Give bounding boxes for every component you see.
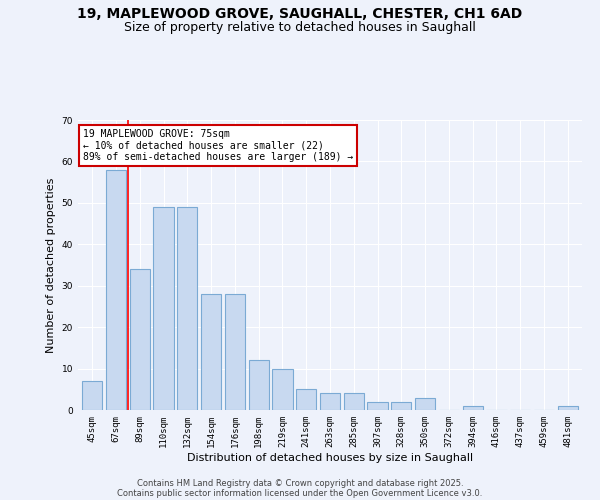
Bar: [177, 207, 197, 410]
Bar: [320, 394, 340, 410]
Text: Contains public sector information licensed under the Open Government Licence v3: Contains public sector information licen…: [118, 488, 482, 498]
Bar: [272, 368, 293, 410]
Text: 19, MAPLEWOOD GROVE, SAUGHALL, CHESTER, CH1 6AD: 19, MAPLEWOOD GROVE, SAUGHALL, CHESTER, …: [77, 8, 523, 22]
Bar: [248, 360, 269, 410]
Bar: [130, 269, 150, 410]
Bar: [415, 398, 435, 410]
Text: Contains HM Land Registry data © Crown copyright and database right 2025.: Contains HM Land Registry data © Crown c…: [137, 478, 463, 488]
Bar: [225, 294, 245, 410]
X-axis label: Distribution of detached houses by size in Saughall: Distribution of detached houses by size …: [187, 452, 473, 462]
Bar: [391, 402, 412, 410]
Text: 19 MAPLEWOOD GROVE: 75sqm
← 10% of detached houses are smaller (22)
89% of semi-: 19 MAPLEWOOD GROVE: 75sqm ← 10% of detac…: [83, 128, 353, 162]
Bar: [154, 207, 173, 410]
Bar: [344, 394, 364, 410]
Bar: [106, 170, 126, 410]
Y-axis label: Number of detached properties: Number of detached properties: [46, 178, 56, 352]
Bar: [82, 381, 103, 410]
Bar: [557, 406, 578, 410]
Bar: [463, 406, 483, 410]
Bar: [367, 402, 388, 410]
Text: Size of property relative to detached houses in Saughall: Size of property relative to detached ho…: [124, 21, 476, 34]
Bar: [201, 294, 221, 410]
Bar: [296, 390, 316, 410]
